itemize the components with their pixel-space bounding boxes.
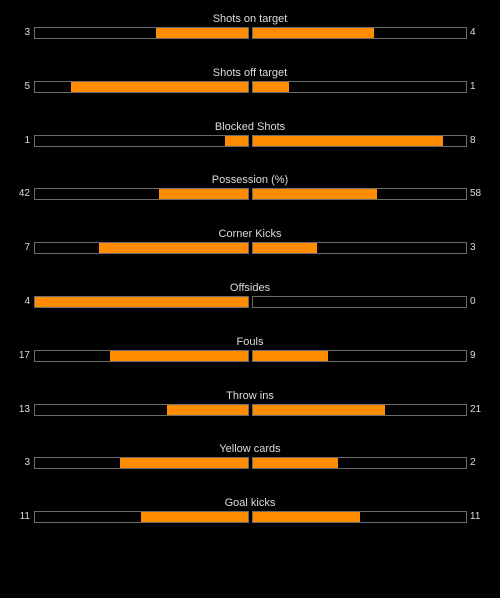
away-value: 11 xyxy=(470,511,481,522)
home-bar-fill xyxy=(141,512,248,522)
home-bar-track xyxy=(34,81,249,93)
stat-label: Shots on target xyxy=(212,13,288,25)
home-bar-track xyxy=(34,404,249,416)
stat-label: Blocked Shots xyxy=(214,121,286,133)
stat-label: Fouls xyxy=(236,336,264,348)
home-value: 17 xyxy=(18,350,30,361)
home-bar-track xyxy=(34,188,249,200)
home-bar-track xyxy=(34,350,249,362)
away-bar-track xyxy=(252,81,467,93)
away-bar-track xyxy=(252,188,467,200)
away-bar-fill xyxy=(253,458,338,468)
home-bar-fill xyxy=(110,351,248,361)
away-bar-fill xyxy=(253,512,360,522)
home-value: 11 xyxy=(19,511,30,522)
away-bar-fill xyxy=(253,351,328,361)
stat-label: Goal kicks xyxy=(224,497,276,509)
away-bar-fill xyxy=(253,136,443,146)
stat-label: Possession (%) xyxy=(211,174,289,186)
stat-label: Offsides xyxy=(229,282,271,294)
away-bar-track xyxy=(252,27,467,39)
away-bar-track xyxy=(252,404,467,416)
home-bar-fill xyxy=(71,82,248,92)
away-bar-track xyxy=(252,350,467,362)
home-value: 13 xyxy=(18,404,30,415)
home-value: 3 xyxy=(24,27,30,38)
home-bar-fill xyxy=(167,405,248,415)
stat-row: Goal kicks 11 11 xyxy=(0,496,500,536)
home-bar-fill xyxy=(99,243,248,253)
stat-row: Shots on target 3 4 xyxy=(0,12,500,52)
home-value: 7 xyxy=(24,242,30,253)
home-bar-fill xyxy=(120,458,248,468)
away-bar-fill xyxy=(253,243,317,253)
home-value: 4 xyxy=(24,296,30,307)
away-value: 3 xyxy=(470,242,476,253)
away-bar-fill xyxy=(253,28,374,38)
away-bar-track xyxy=(252,135,467,147)
home-bar-fill xyxy=(35,297,248,307)
home-bar-track xyxy=(34,296,249,308)
away-value: 4 xyxy=(470,27,476,38)
away-value: 9 xyxy=(470,350,476,361)
away-bar-track xyxy=(252,296,467,308)
stat-row: Yellow cards 3 2 xyxy=(0,442,500,482)
stat-row: Possession (%) 42 58 xyxy=(0,173,500,213)
home-bar-track xyxy=(34,242,249,254)
home-bar-track xyxy=(34,27,249,39)
home-bar-fill xyxy=(159,189,248,199)
home-value: 3 xyxy=(24,457,30,468)
home-bar-fill xyxy=(225,136,248,146)
home-value: 5 xyxy=(24,81,30,92)
away-bar-track xyxy=(252,511,467,523)
away-bar-fill xyxy=(253,405,385,415)
stat-row: Corner Kicks 7 3 xyxy=(0,227,500,267)
home-bar-track xyxy=(34,511,249,523)
away-bar-track xyxy=(252,242,467,254)
away-bar-fill xyxy=(253,189,377,199)
stat-row: Fouls 17 9 xyxy=(0,335,500,375)
stat-label: Corner Kicks xyxy=(218,228,282,240)
home-bar-track xyxy=(34,457,249,469)
away-value: 21 xyxy=(470,404,482,415)
stat-row: Blocked Shots 1 8 xyxy=(0,120,500,160)
away-value: 1 xyxy=(470,81,476,92)
away-bar-fill xyxy=(253,82,289,92)
away-bar-track xyxy=(252,457,467,469)
stat-row: Throw ins 13 21 xyxy=(0,389,500,429)
stat-label: Throw ins xyxy=(226,390,274,402)
stat-label: Shots off target xyxy=(212,67,288,79)
stat-label: Yellow cards xyxy=(219,443,281,455)
away-value: 58 xyxy=(470,188,482,199)
away-value: 0 xyxy=(470,296,476,307)
stat-row: Shots off target 5 1 xyxy=(0,66,500,106)
home-bar-track xyxy=(34,135,249,147)
home-value: 42 xyxy=(18,188,30,199)
home-value: 1 xyxy=(24,135,30,146)
away-value: 2 xyxy=(470,457,476,468)
home-bar-fill xyxy=(156,28,248,38)
stat-row: Offsides 4 0 xyxy=(0,281,500,321)
away-value: 8 xyxy=(470,135,476,146)
